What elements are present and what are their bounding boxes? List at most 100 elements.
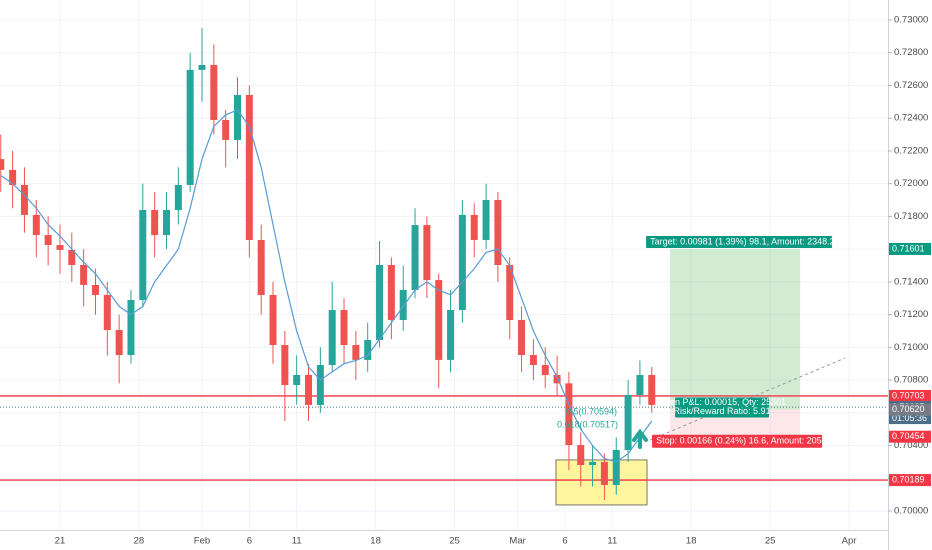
candle-body bbox=[553, 374, 561, 384]
moving-average bbox=[0, 109, 653, 463]
candle-body bbox=[518, 319, 526, 356]
x-tick-label: 18 bbox=[686, 536, 697, 547]
candle-body bbox=[44, 235, 52, 246]
x-tick-label: 25 bbox=[765, 536, 776, 547]
candle-body bbox=[589, 461, 597, 466]
candle-body bbox=[281, 345, 289, 385]
y-tick-label: 0.70800 bbox=[894, 375, 928, 386]
fib-label: 0.5(0.70594) bbox=[566, 406, 617, 416]
y-tick-label: 0.72400 bbox=[894, 113, 928, 124]
candle-body bbox=[577, 445, 585, 466]
target-label-box bbox=[646, 235, 833, 248]
candle-body bbox=[399, 290, 407, 320]
candle-body bbox=[269, 294, 277, 346]
candle-body bbox=[600, 461, 608, 485]
target-zone bbox=[670, 248, 801, 410]
candle-body bbox=[210, 64, 218, 120]
y-tick-label: 0.72600 bbox=[894, 80, 928, 91]
candle-body bbox=[293, 374, 301, 385]
countdown-box bbox=[889, 413, 931, 425]
candle-body bbox=[624, 394, 632, 450]
candle-body bbox=[364, 339, 372, 360]
x-tick-label: Feb bbox=[194, 536, 210, 547]
x-tick-label: 6 bbox=[562, 536, 567, 547]
candle-body bbox=[494, 200, 502, 265]
y-tick-label: 0.73000 bbox=[894, 14, 928, 25]
candle-body bbox=[328, 310, 336, 366]
y-tick-label: 0.72000 bbox=[894, 178, 928, 189]
candle-body bbox=[340, 310, 348, 346]
candle-body bbox=[32, 214, 40, 236]
candle-body bbox=[482, 200, 490, 240]
x-tick-label: 21 bbox=[55, 536, 66, 547]
candle-body bbox=[56, 245, 64, 250]
entry-label-box bbox=[675, 397, 770, 418]
y-tick-label: 0.72200 bbox=[894, 145, 928, 156]
candle-body bbox=[506, 265, 514, 320]
x-tick-label: Apr bbox=[842, 536, 857, 547]
price-tag bbox=[889, 389, 931, 402]
candle-body bbox=[305, 374, 313, 405]
stop-label-box bbox=[652, 434, 823, 448]
candle-body bbox=[423, 225, 431, 281]
candle-body bbox=[234, 94, 242, 140]
candle-body bbox=[565, 383, 573, 446]
y-tick-label: 0.72800 bbox=[894, 47, 928, 58]
candle-body bbox=[115, 329, 123, 356]
price-tag bbox=[889, 403, 931, 416]
y-tick-label: 0.70000 bbox=[894, 506, 928, 517]
x-tick-label: 11 bbox=[292, 536, 302, 547]
target-label: Target: 0.00981 (1.39%) 98.1, Amount: 23… bbox=[650, 236, 835, 246]
y-tick-label: 0.71200 bbox=[894, 309, 928, 320]
candle-body bbox=[174, 184, 182, 211]
candle-body bbox=[257, 239, 265, 295]
y-tick-label: 0.71000 bbox=[894, 342, 928, 353]
candle-body bbox=[80, 265, 88, 285]
x-tick-label: 6 bbox=[247, 536, 252, 547]
candle-body bbox=[352, 345, 360, 360]
y-tick-label: 0.71400 bbox=[894, 276, 928, 287]
candle-body bbox=[91, 284, 99, 295]
candle-body bbox=[139, 210, 147, 301]
candle-body bbox=[612, 449, 620, 485]
candle-body bbox=[245, 94, 253, 240]
candle-body bbox=[435, 280, 443, 360]
stop-label: Stop: 0.00166 (0.24%) 16.6, Amount: 2058 bbox=[656, 436, 827, 446]
plot bbox=[0, 0, 888, 530]
x-tick-label: 11 bbox=[607, 536, 617, 547]
price-tag bbox=[889, 430, 931, 443]
candle-body bbox=[447, 310, 455, 360]
price-tag-label: 0.70620 bbox=[892, 404, 925, 414]
candle-body bbox=[316, 365, 324, 405]
price-tag bbox=[889, 474, 931, 487]
candle-body bbox=[151, 210, 159, 236]
candle-body bbox=[162, 210, 170, 236]
candle-body bbox=[222, 119, 230, 140]
candle-body bbox=[9, 169, 17, 185]
x-tick-label: 28 bbox=[134, 536, 145, 547]
price-tag-label: 0.70703 bbox=[892, 390, 925, 400]
fib-label: 0.618(0.70517) bbox=[557, 419, 618, 429]
candle-body bbox=[529, 355, 537, 366]
countdown: 01:05:36 bbox=[892, 413, 927, 423]
candle-body bbox=[20, 184, 28, 215]
candle-body bbox=[648, 374, 656, 405]
x-tick-label: 18 bbox=[370, 536, 381, 547]
x-tick-label: Mar bbox=[509, 536, 525, 547]
candle-body bbox=[387, 265, 395, 320]
candle-body bbox=[458, 214, 466, 311]
price-tag-label: 0.71601 bbox=[892, 243, 925, 253]
candle-body bbox=[411, 225, 419, 291]
arrow-icon bbox=[632, 428, 648, 449]
candle-body bbox=[470, 214, 478, 240]
y-tick-label: 0.70400 bbox=[894, 440, 928, 451]
entry-label: Risk/Reward Ratio: 5.91 bbox=[674, 406, 771, 416]
price-tag-label: 0.70189 bbox=[892, 474, 925, 484]
y-tick-label: 0.71800 bbox=[894, 211, 928, 222]
candle-body bbox=[103, 294, 111, 330]
candle-body bbox=[186, 69, 194, 185]
candle-body bbox=[127, 300, 135, 356]
candle-body bbox=[636, 374, 644, 395]
